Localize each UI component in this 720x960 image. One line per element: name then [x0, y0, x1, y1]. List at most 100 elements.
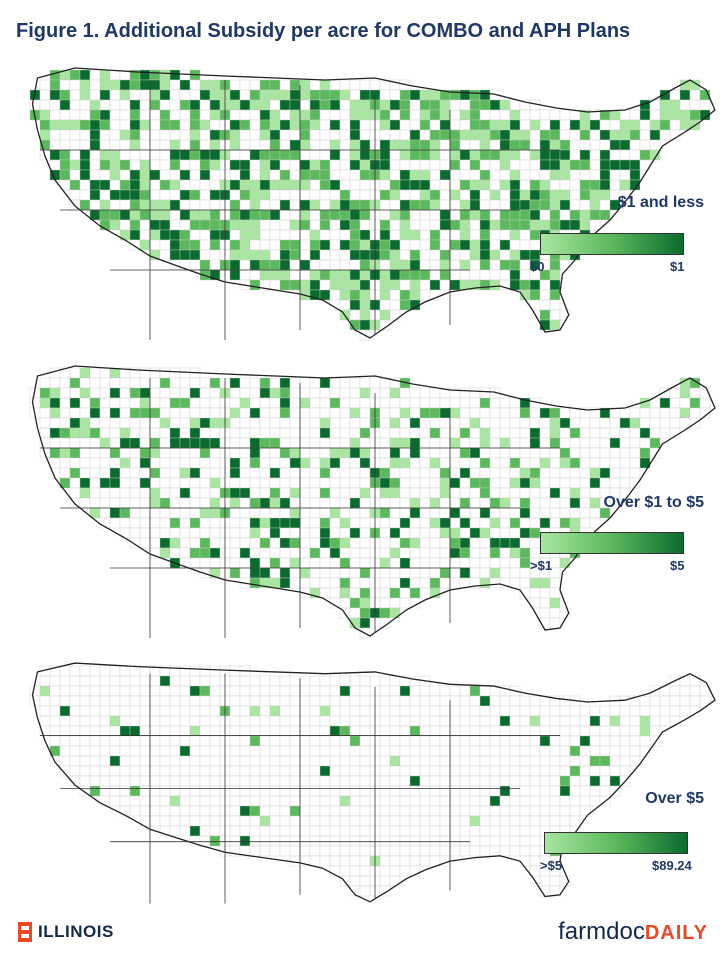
county-cell: [329, 79, 341, 91]
county-cell: [189, 199, 201, 211]
county-cell: [309, 517, 321, 529]
county-cell: [379, 765, 391, 777]
county-cell: [439, 487, 451, 499]
county-cell: [479, 437, 491, 449]
county-cell: [149, 805, 161, 817]
county-cell: [659, 407, 671, 419]
county-cell: [479, 427, 491, 439]
county-cell: [129, 467, 141, 479]
county-cell: [349, 875, 361, 887]
county-cell: [309, 89, 321, 101]
county-cell: [339, 845, 351, 857]
county-cell: [509, 497, 521, 509]
county-cell: [469, 209, 481, 221]
county-cell: [239, 795, 251, 807]
county-cell: [349, 397, 361, 409]
county-cell: [339, 159, 351, 171]
county-cell: [309, 735, 321, 747]
county-cell: [469, 259, 481, 271]
county-cell: [139, 397, 151, 409]
county-cell: [439, 269, 451, 281]
county-cell: [229, 457, 241, 469]
county-cell: [659, 129, 671, 141]
county-cell: [509, 437, 521, 449]
county-cell: [99, 79, 111, 91]
county-cell: [79, 735, 91, 747]
county-cell: [139, 229, 151, 241]
county-cell: [389, 99, 401, 111]
county-cell: [39, 715, 51, 727]
county-cell: [109, 109, 121, 121]
county-cell: [299, 407, 311, 419]
county-cell: [59, 715, 71, 727]
county-cell: [289, 199, 301, 211]
county-cell: [279, 785, 291, 797]
county-cell: [559, 159, 571, 171]
county-cell: [259, 725, 271, 737]
county-cell: [179, 119, 191, 131]
county-cell: [119, 705, 131, 717]
county-cell: [449, 567, 461, 579]
county-cell: [489, 715, 501, 727]
county-cell: [379, 517, 391, 529]
county-cell: [159, 109, 171, 121]
county-cell: [299, 705, 311, 717]
county-cell: [569, 159, 581, 171]
county-cell: [359, 507, 371, 519]
county-cell: [489, 537, 501, 549]
county-cell: [569, 189, 581, 201]
county-cell: [89, 477, 101, 489]
county-cell: [279, 477, 291, 489]
county-cell: [389, 487, 401, 499]
county-cell: [309, 765, 321, 777]
county-cell: [199, 139, 211, 151]
county-cell: [609, 775, 621, 787]
county-cell: [359, 407, 371, 419]
county-cell: [489, 447, 501, 459]
county-cell: [419, 229, 431, 241]
county-cell: [639, 109, 651, 121]
county-cell: [399, 219, 411, 231]
county-cell: [349, 309, 361, 321]
county-cell: [149, 229, 161, 241]
county-cell: [429, 437, 441, 449]
county-cell: [99, 507, 111, 519]
county-cell: [299, 447, 311, 459]
county-cell: [499, 845, 511, 857]
county-cell: [269, 279, 281, 291]
county-cell: [579, 417, 591, 429]
county-cell: [239, 89, 251, 101]
county-cell: [389, 745, 401, 757]
county-cell: [199, 169, 211, 181]
county-cell: [359, 279, 371, 291]
map-panel-3: Over $5 >$5 $89.24: [0, 656, 720, 918]
county-cell: [529, 447, 541, 459]
county-cell: [599, 417, 611, 429]
farmdoc-daily-logo: farmdocDAILY: [558, 918, 708, 946]
county-cell: [679, 109, 691, 121]
county-cell: [549, 179, 561, 191]
county-cell: [609, 199, 621, 211]
county-cell: [49, 119, 61, 131]
county-cell: [429, 109, 441, 121]
county-cell: [489, 259, 501, 271]
county-cell: [489, 159, 501, 171]
county-cell: [89, 99, 101, 111]
county-cell: [639, 417, 651, 429]
county-cell: [339, 507, 351, 519]
county-cell: [469, 199, 481, 211]
county-cell: [119, 725, 131, 737]
county-cell: [159, 229, 171, 241]
county-cell: [319, 855, 331, 867]
county-cell: [499, 527, 511, 539]
county-cell: [39, 407, 51, 419]
county-cell: [509, 845, 521, 857]
county-cell: [279, 507, 291, 519]
county-cell: [519, 199, 531, 211]
county-cell: [479, 279, 491, 291]
county-cell: [289, 437, 301, 449]
county-cell: [309, 209, 321, 221]
county-cell: [669, 685, 681, 697]
county-cell: [119, 755, 131, 767]
county-cell: [59, 89, 71, 101]
